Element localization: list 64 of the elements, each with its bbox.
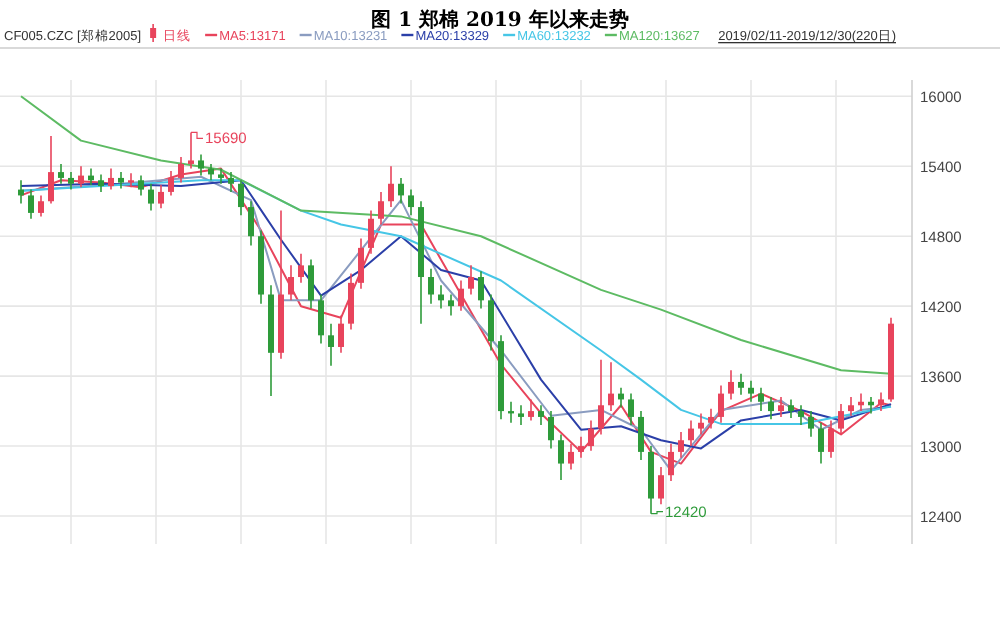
- candlestick: [748, 379, 754, 403]
- candlestick: [788, 398, 794, 419]
- candlestick: [198, 153, 204, 177]
- candlestick: [638, 410, 644, 461]
- candlestick: [488, 293, 494, 352]
- candlestick: [128, 172, 134, 189]
- candlestick: [828, 419, 834, 459]
- candlestick: [338, 314, 344, 354]
- candlestick: [798, 404, 804, 426]
- candlestick: [288, 264, 294, 302]
- candlestick: [578, 435, 584, 459]
- candlestick: [608, 361, 614, 412]
- candlestick: [248, 200, 254, 247]
- candlestick: [358, 237, 364, 290]
- candlestick: [228, 171, 234, 193]
- candlestick: [58, 163, 64, 185]
- candlestick: [328, 322, 334, 367]
- candlestick: [528, 398, 534, 422]
- candlestick: [348, 272, 354, 331]
- candlestick: [598, 359, 604, 436]
- candlestick: [158, 184, 164, 210]
- candlestick: [708, 407, 714, 430]
- candlestick: [138, 174, 144, 197]
- candlestick: [38, 194, 44, 218]
- candlestick: [398, 177, 404, 205]
- chart-title: 图 1 郑棉 2019 年以来走势: [371, 8, 629, 32]
- candlestick: [758, 386, 764, 412]
- candlestick: [538, 404, 544, 426]
- candlestick: [728, 369, 734, 401]
- candlestick: [518, 404, 524, 426]
- candlestick: [818, 421, 824, 465]
- candlestick: [148, 182, 154, 212]
- candlestick: [878, 391, 884, 412]
- candlestick: [478, 270, 484, 310]
- candlestick: [28, 188, 34, 220]
- candlestick: [548, 410, 554, 450]
- candlestick: [238, 179, 244, 217]
- candlestick: [768, 396, 774, 421]
- candlestick: [648, 445, 654, 515]
- candlestick: [588, 419, 594, 452]
- candlestick: [808, 410, 814, 438]
- candlestick: [368, 209, 374, 255]
- candlestick: [628, 392, 634, 426]
- candlestick: [308, 258, 314, 310]
- candlestick: [838, 403, 844, 436]
- candlestick: [848, 396, 854, 417]
- candlestick: [458, 279, 464, 312]
- candlestick: [298, 252, 304, 284]
- candlestick: [678, 431, 684, 459]
- candlestick: [318, 293, 324, 345]
- candlestick: [738, 372, 744, 396]
- candlestick: [448, 293, 454, 317]
- candlestick: [468, 264, 474, 296]
- candlestick: [428, 268, 434, 305]
- candlestick: [688, 419, 694, 447]
- candlestick: [218, 167, 224, 185]
- candlestick: [658, 466, 664, 506]
- candlestick: [718, 384, 724, 424]
- candlestick: [778, 396, 784, 418]
- candlestick: [388, 165, 394, 208]
- candlestick: [408, 188, 414, 217]
- candlestick: [558, 433, 564, 481]
- candlestick: [698, 412, 704, 436]
- candlestick: [378, 191, 384, 226]
